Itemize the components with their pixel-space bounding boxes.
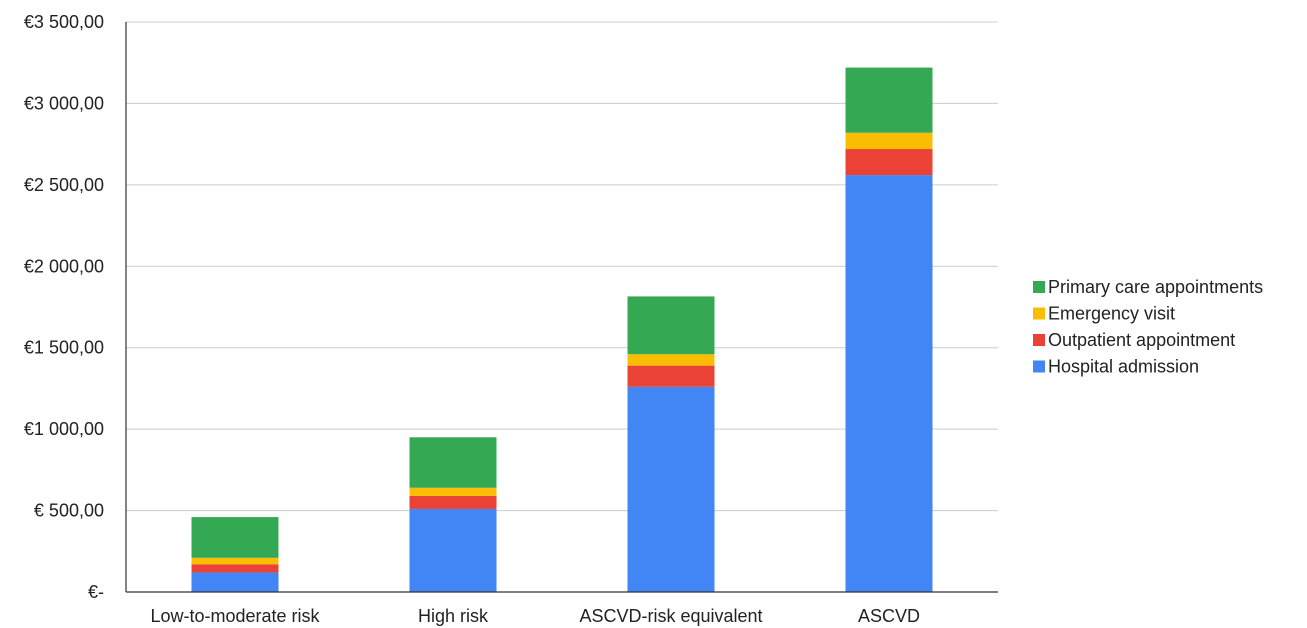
bar-segment-primary-care-appointments bbox=[409, 437, 497, 488]
bar-segment-hospital-admission bbox=[845, 175, 933, 593]
bar-segment-primary-care-appointments bbox=[845, 67, 933, 133]
bars bbox=[191, 67, 933, 593]
y-tick-label: €2 000,00 bbox=[24, 256, 104, 276]
bar-segment-emergency-visit bbox=[191, 557, 279, 565]
bar-segment-primary-care-appointments bbox=[191, 517, 279, 558]
y-tick-label: €2 500,00 bbox=[24, 175, 104, 195]
legend-swatch bbox=[1033, 334, 1045, 346]
y-tick-label: €3 500,00 bbox=[24, 12, 104, 32]
legend-swatch bbox=[1033, 281, 1045, 293]
x-category-label: ASCVD-risk equivalent bbox=[579, 606, 762, 626]
legend-label: Outpatient appointment bbox=[1048, 330, 1235, 350]
y-tick-label: €3 000,00 bbox=[24, 93, 104, 113]
y-axis-tick-labels: €- € 500,00 €1 000,00 €1 500,00 €2 000,00 €2 … bbox=[24, 12, 104, 602]
bar-segment-outpatient-appointment bbox=[627, 365, 715, 387]
legend-label: Primary care appointments bbox=[1048, 277, 1263, 297]
bar-segment-hospital-admission bbox=[191, 572, 279, 592]
bar-segment-hospital-admission bbox=[409, 508, 497, 592]
y-tick-label: €- bbox=[88, 582, 104, 602]
bar-segment-emergency-visit bbox=[627, 354, 715, 366]
bar-segment-emergency-visit bbox=[845, 132, 933, 150]
legend-swatch bbox=[1033, 360, 1045, 373]
legend-label: Emergency visit bbox=[1048, 304, 1175, 324]
bar-segment-emergency-visit bbox=[409, 487, 497, 496]
y-tick-label: €1 000,00 bbox=[24, 419, 104, 439]
bar-segment-primary-care-appointments bbox=[627, 296, 715, 355]
legend: Primary care appointments Emergency visit… bbox=[1033, 277, 1263, 377]
x-category-label: High risk bbox=[418, 606, 489, 626]
gridlines bbox=[126, 21, 998, 512]
x-category-label: Low-to-moderate risk bbox=[150, 606, 320, 626]
y-tick-label: €1 500,00 bbox=[24, 338, 104, 358]
bar-segment-outpatient-appointment bbox=[191, 564, 279, 573]
y-tick-label: € 500,00 bbox=[34, 501, 104, 521]
legend-swatch bbox=[1033, 307, 1045, 320]
bar-segment-outpatient-appointment bbox=[845, 149, 933, 176]
x-category-label: ASCVD bbox=[858, 606, 920, 626]
bar-segment-hospital-admission bbox=[627, 386, 715, 592]
legend-label: Hospital admission bbox=[1048, 357, 1199, 377]
x-axis: Low-to-moderate risk High risk ASCVD-risk … bbox=[125, 22, 998, 626]
bar-segment-outpatient-appointment bbox=[409, 495, 497, 509]
